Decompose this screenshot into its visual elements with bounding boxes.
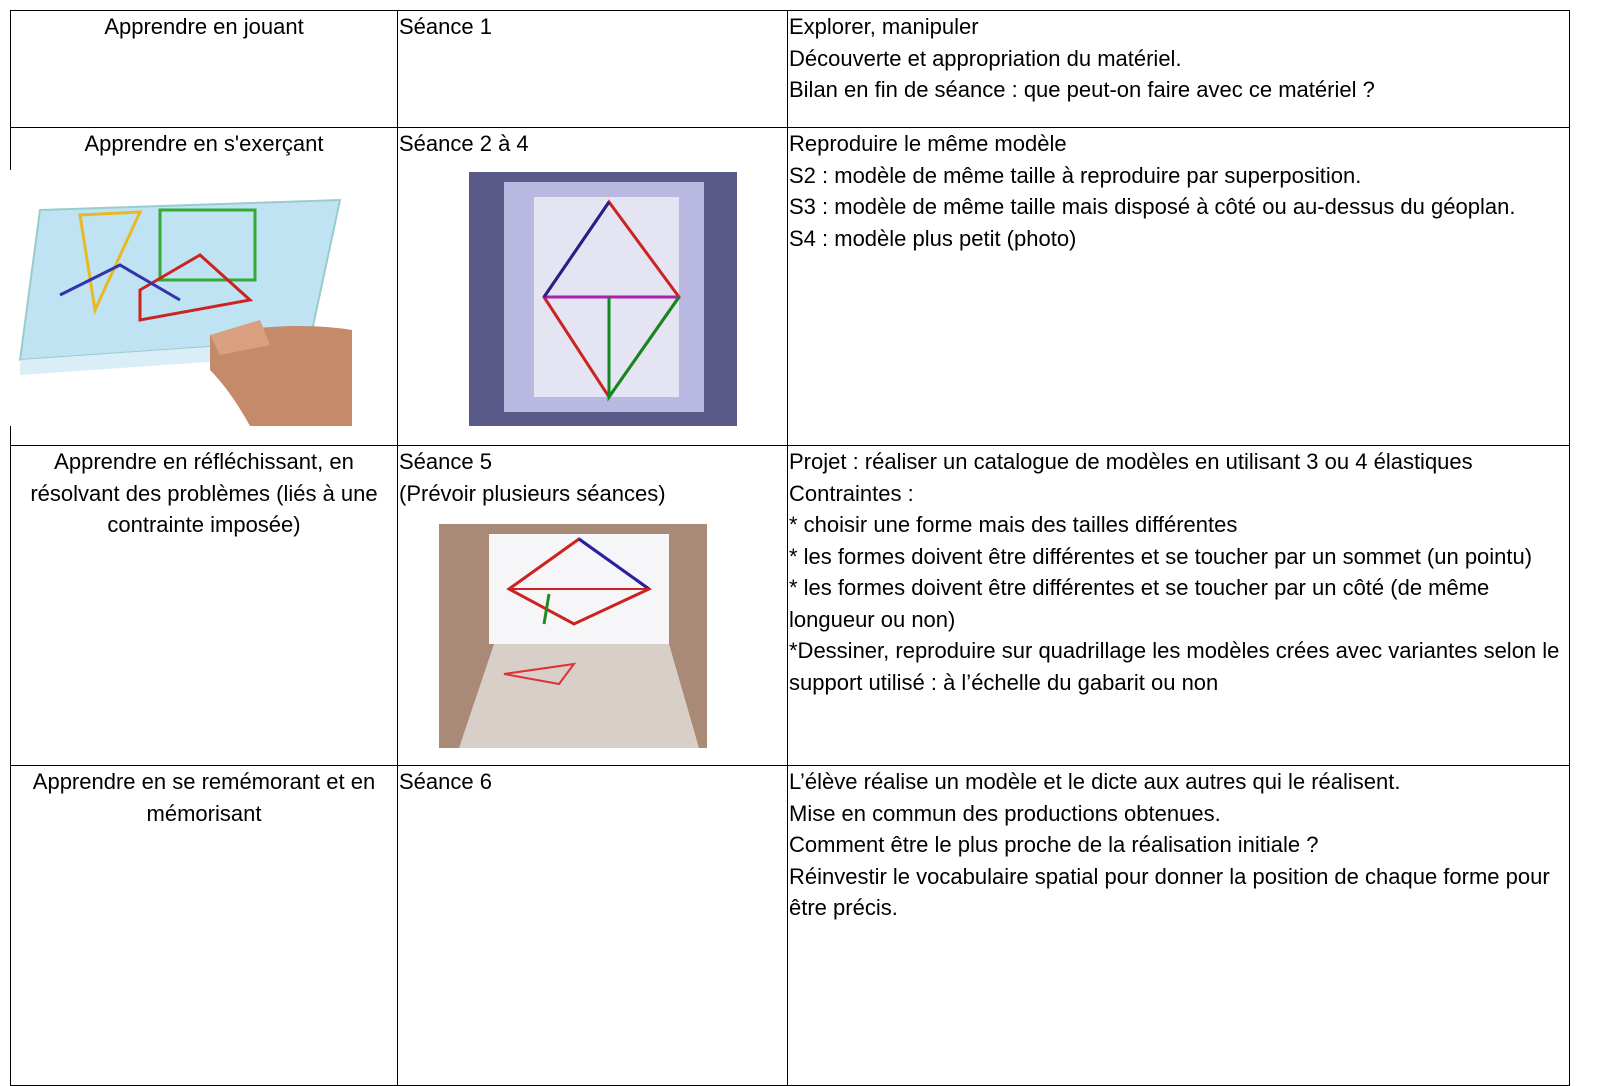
table-row: Apprendre en jouant Séance 1 Explorer, m… — [10, 10, 1570, 128]
cell-text: *Dessiner, reproduire sur quadrillage le… — [789, 638, 1560, 695]
cell: Apprendre en jouant — [10, 10, 398, 128]
cell-text: Apprendre en s'exerçant — [84, 131, 324, 156]
cell-text: Apprendre en jouant — [104, 14, 304, 39]
cell-text: (Prévoir plusieurs séances) — [399, 480, 666, 506]
cell: Séance 1 — [397, 10, 788, 128]
cell-text: S4 : modèle plus petit (photo) — [789, 225, 1077, 251]
cell: Apprendre en se remémorant et en mémoris… — [10, 765, 398, 1086]
cell-text: Projet : réaliser un catalogue de modèle… — [789, 449, 1473, 474]
cell-text: Bilan en fin de séance : que peut-on fai… — [789, 77, 1375, 102]
cell-text: * les formes doivent être différentes et… — [789, 575, 1490, 632]
cell-text: Reproduire le même modèle — [789, 131, 1067, 156]
cell-text: Contraintes : — [789, 480, 914, 506]
cell-text: Séance 2 à 4 — [399, 131, 529, 156]
cell-text: Comment être le plus proche de la réalis… — [789, 832, 1319, 857]
cell-text: Explorer, manipuler — [789, 14, 979, 39]
geoboard-photo — [469, 172, 737, 426]
cell-text: Apprendre en se remémorant et en mémoris… — [32, 769, 376, 826]
cell: Projet : réaliser un catalogue de modèle… — [787, 445, 1570, 766]
cell: Explorer, manipuler Découverte et appropr… — [787, 10, 1570, 128]
cell-text: Mise en commun des productions obtenues. — [789, 800, 1221, 826]
cell: Séance 6 — [397, 765, 788, 1086]
cell-text: Séance 6 — [399, 769, 492, 794]
cell: Apprendre en réfléchissant, en résolvant… — [10, 445, 398, 766]
geoboard-photo — [10, 170, 352, 426]
cell: Reproduire le même modèle S2 : modèle de … — [787, 127, 1570, 446]
page: Apprendre en jouant Séance 1 Explorer, m… — [10, 10, 1570, 1086]
cell: L’élève réalise un modèle et le dicte au… — [787, 765, 1570, 1086]
cell-text: Séance 5 — [399, 449, 492, 474]
table-row: Apprendre en réfléchissant, en résolvant… — [10, 445, 1570, 766]
cell-text: Réinvestir le vocabulaire spatial pour d… — [789, 863, 1550, 921]
cell-text: L’élève réalise un modèle et le dicte au… — [789, 769, 1401, 794]
table-row: Apprendre en se remémorant et en mémoris… — [10, 765, 1570, 1086]
cell-text: S3 : modèle de même taille mais disposé … — [789, 194, 1516, 219]
cell-text: Découverte et appropriation du matériel. — [789, 45, 1182, 71]
cell-text: Apprendre en réfléchissant, en résolvant… — [30, 449, 378, 537]
cell-text: Séance 1 — [399, 14, 492, 39]
cell-text: S2 : modèle de même taille à reproduire … — [789, 162, 1362, 188]
geoboard-photo — [439, 524, 707, 748]
cell-text: * choisir une forme mais des tailles dif… — [789, 512, 1238, 537]
cell-text: * les formes doivent être différentes et… — [789, 543, 1533, 569]
